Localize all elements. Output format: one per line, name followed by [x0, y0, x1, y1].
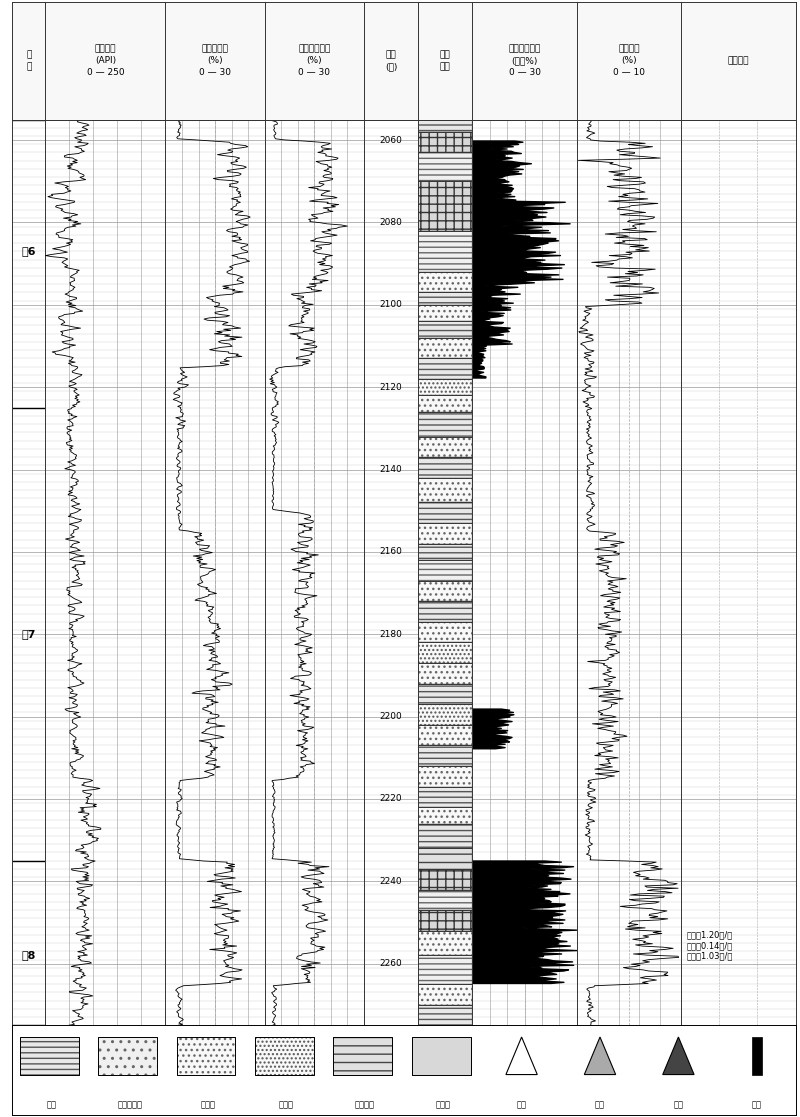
Text: 油斑: 油斑: [674, 1100, 683, 1109]
Bar: [418, 293, 472, 305]
Bar: [20, 1037, 78, 1075]
Text: 自然伽马
(API)
0 — 250: 自然伽马 (API) 0 — 250: [86, 45, 124, 77]
Text: 细砂岩: 细砂岩: [279, 1100, 294, 1109]
Bar: [418, 684, 472, 704]
Bar: [418, 984, 472, 1005]
Text: 粉砂岩: 粉砂岩: [201, 1100, 215, 1109]
Text: 2260: 2260: [379, 960, 402, 968]
Text: 长7: 长7: [22, 629, 36, 639]
Polygon shape: [662, 1037, 694, 1075]
Text: 粉砂质泥岩: 粉砂质泥岩: [117, 1100, 142, 1109]
Bar: [418, 663, 472, 684]
Bar: [418, 725, 472, 745]
Bar: [418, 869, 472, 889]
Bar: [418, 379, 472, 395]
Text: 2120: 2120: [379, 383, 402, 392]
Bar: [418, 412, 472, 437]
Text: 初产液1.20方/天
初产油0.14方/天
初产水1.03方/天: 初产液1.20方/天 初产油0.14方/天 初产水1.03方/天: [687, 930, 734, 961]
Bar: [177, 1037, 235, 1075]
Bar: [418, 889, 472, 910]
Text: 2240: 2240: [380, 877, 402, 886]
Text: 气测全烃
(%)
0 — 10: 气测全烃 (%) 0 — 10: [613, 45, 645, 77]
Text: 2080: 2080: [379, 218, 402, 227]
Text: 2060: 2060: [379, 135, 402, 144]
Bar: [418, 601, 472, 622]
Bar: [418, 337, 472, 359]
Bar: [98, 1037, 157, 1075]
Text: 2180: 2180: [379, 630, 402, 639]
Text: 油浸: 油浸: [752, 1100, 762, 1109]
Bar: [418, 395, 472, 412]
Bar: [418, 808, 472, 823]
Bar: [334, 1037, 392, 1075]
Text: 岩性
剑面: 岩性 剑面: [440, 50, 450, 71]
Bar: [418, 766, 472, 786]
Bar: [418, 120, 472, 132]
Bar: [418, 544, 472, 560]
Bar: [412, 1037, 470, 1075]
Bar: [418, 523, 472, 544]
Bar: [418, 181, 472, 231]
Bar: [418, 823, 472, 848]
Bar: [255, 1037, 314, 1075]
Text: 2160: 2160: [379, 547, 402, 556]
Text: 泥岩: 泥岩: [46, 1100, 56, 1109]
Text: 2200: 2200: [379, 712, 402, 722]
Text: 地
层: 地 层: [26, 50, 31, 71]
Bar: [418, 271, 472, 293]
Text: 核磁含油丰度
(重量%)
0 — 30: 核磁含油丰度 (重量%) 0 — 30: [509, 45, 541, 77]
Bar: [418, 231, 472, 271]
Bar: [177, 1037, 235, 1075]
Text: 采油结论: 采油结论: [728, 56, 750, 66]
Bar: [418, 745, 472, 766]
Text: 油页岩: 油页岩: [436, 1100, 450, 1109]
Bar: [418, 955, 472, 984]
Text: 2220: 2220: [380, 794, 402, 803]
Bar: [418, 132, 472, 152]
Bar: [418, 359, 472, 379]
Text: 深度
(米): 深度 (米): [385, 50, 397, 71]
Bar: [418, 305, 472, 322]
Bar: [255, 1037, 314, 1075]
Bar: [418, 848, 472, 869]
Bar: [98, 1037, 157, 1075]
Bar: [418, 322, 472, 337]
Text: 油迹: 油迹: [595, 1100, 605, 1109]
Bar: [418, 704, 472, 725]
Bar: [412, 1037, 470, 1075]
Bar: [418, 478, 472, 503]
Bar: [418, 1005, 472, 1025]
Bar: [418, 910, 472, 930]
Text: 长6: 长6: [22, 246, 36, 256]
Text: 碳质泥岩: 碳质泥岩: [355, 1100, 374, 1109]
Text: 长8: 长8: [22, 951, 36, 961]
Bar: [752, 1037, 762, 1075]
Bar: [334, 1037, 392, 1075]
Bar: [418, 642, 472, 663]
Text: 2140: 2140: [379, 465, 402, 474]
Bar: [418, 152, 472, 181]
Bar: [418, 560, 472, 581]
Polygon shape: [584, 1037, 616, 1075]
Bar: [418, 437, 472, 457]
Bar: [418, 581, 472, 601]
Bar: [418, 503, 472, 523]
Bar: [418, 622, 472, 642]
Bar: [20, 1037, 78, 1075]
Bar: [418, 457, 472, 478]
Text: 测井含油丰度
(%)
0 — 30: 测井含油丰度 (%) 0 — 30: [298, 45, 330, 77]
Text: 荧光: 荧光: [517, 1100, 526, 1109]
Bar: [418, 786, 472, 808]
Text: 测井孔隙度
(%)
0 — 30: 测井孔隙度 (%) 0 — 30: [199, 45, 231, 77]
Bar: [418, 930, 472, 955]
Text: 2100: 2100: [379, 300, 402, 309]
